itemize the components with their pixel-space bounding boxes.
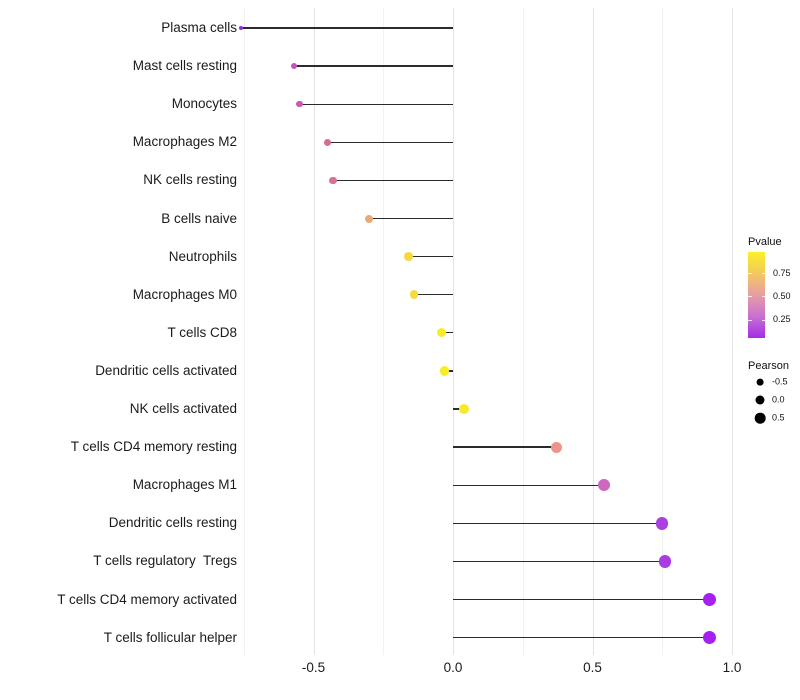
data-point <box>703 592 717 607</box>
category-label: NK cells activated <box>129 401 237 416</box>
legend-size-dot <box>755 395 765 405</box>
category-label: Dendritic cells activated <box>95 362 237 378</box>
lollipop-stem <box>453 522 663 524</box>
data-point <box>597 479 610 492</box>
data-point <box>290 62 298 70</box>
minor-gridline <box>662 8 664 655</box>
category-label: B cells naive <box>161 210 237 226</box>
lollipop-stem <box>453 484 604 486</box>
category-label: T cells CD8 <box>167 324 237 340</box>
category-label: Macrophages M1 <box>132 477 237 493</box>
colorbar-tick-label: 0.50 <box>773 290 791 301</box>
legend-size-label: -0.5 <box>772 376 788 387</box>
lollipop-stem <box>441 332 453 334</box>
colorbar-tick <box>748 296 752 298</box>
data-point <box>329 176 337 184</box>
x-axis-tick-label: 0.5 <box>583 660 602 675</box>
pvalue-colorbar: 0.75 0.50 0.25 <box>748 252 791 338</box>
legend-size-label: 0.0 <box>772 394 785 405</box>
category-label: Plasma cells <box>161 20 237 35</box>
x-axis-tick-label: 1.0 <box>722 660 742 675</box>
lollipop-stem <box>413 294 453 296</box>
legend-pearson-entries: -0.5 0.0 0.5 <box>748 374 800 426</box>
legend-pearson-entry: -0.5 <box>748 374 800 390</box>
colorbar-tick <box>761 319 765 321</box>
lollipop-stem <box>408 255 453 258</box>
legend-pearson-entry: 0.5 <box>748 410 800 426</box>
legend-pvalue: Pvalue 0.75 0.50 0.25 <box>748 236 800 338</box>
category-label: Dendritic cells resting <box>108 515 237 531</box>
category-label: NK cells resting <box>143 172 237 188</box>
data-point <box>296 100 303 108</box>
data-point <box>655 517 669 530</box>
legend-pearson: Pearson -0.5 0.0 0.5 <box>748 360 800 426</box>
category-label: Macrophages M2 <box>132 134 237 150</box>
x-axis-tick-label: -0.5 <box>301 660 326 675</box>
major-gridline <box>453 8 454 655</box>
legend-pvalue-title: Pvalue <box>748 236 782 248</box>
data-point <box>365 214 374 223</box>
lollipop-stem <box>241 27 453 29</box>
legend-size-dot <box>754 412 766 424</box>
lollipop-stem <box>453 598 710 601</box>
x-axis-tick-label: 0.0 <box>443 660 463 675</box>
data-point <box>323 138 332 146</box>
colorbar-tick <box>761 273 765 275</box>
category-label: T cells CD4 memory resting <box>70 439 237 455</box>
category-label: Mast cells resting <box>132 58 237 74</box>
legend-pearson-entry: 0.0 <box>748 392 800 408</box>
minor-gridline <box>383 8 385 655</box>
category-label: T cells follicular helper <box>103 629 237 645</box>
data-point <box>238 25 244 31</box>
data-point <box>437 328 447 338</box>
colorbar-tick <box>748 319 752 321</box>
colorbar-tick-label: 0.75 <box>773 267 791 278</box>
lollipop-stem <box>327 141 453 143</box>
category-label: Neutrophils <box>168 248 237 264</box>
colorbar-tick-label: 0.25 <box>773 314 791 324</box>
lollipop-stem <box>453 446 557 448</box>
lollipop-stem <box>453 560 665 563</box>
category-label: Monocytes <box>171 96 237 112</box>
data-point <box>404 252 413 261</box>
major-gridline <box>313 8 315 655</box>
major-gridline <box>732 8 733 655</box>
lollipop-stem <box>369 217 453 220</box>
data-point <box>459 404 470 414</box>
lollipop-stem <box>453 408 465 410</box>
data-point <box>550 441 562 453</box>
legend-pearson-title: Pearson <box>748 360 789 372</box>
lollipop-stem <box>453 636 710 639</box>
data-point <box>439 366 450 376</box>
data-point <box>658 555 672 568</box>
minor-gridline <box>243 8 245 655</box>
lollipop-stem <box>299 103 453 105</box>
category-label: Macrophages M0 <box>132 286 237 302</box>
category-label: T cells regulatory Tregs <box>93 553 237 569</box>
lollipop-stem <box>294 65 453 67</box>
major-gridline <box>592 8 594 655</box>
lollipop-stem <box>333 179 453 182</box>
minor-gridline <box>522 8 524 655</box>
colorbar-tick <box>748 273 752 275</box>
legend-size-dot <box>756 378 764 386</box>
colorbar-tick <box>761 296 765 298</box>
legend-size-label: 0.5 <box>772 412 785 423</box>
data-point <box>703 631 717 645</box>
category-label: T cells CD4 memory activated <box>57 591 237 607</box>
data-point <box>409 290 419 300</box>
